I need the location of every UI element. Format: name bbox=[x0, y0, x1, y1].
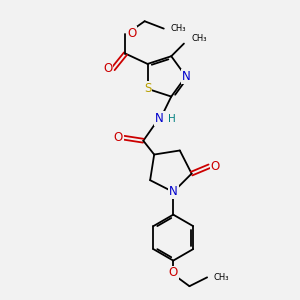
Text: N: N bbox=[182, 70, 190, 83]
Text: N: N bbox=[169, 185, 178, 199]
Text: O: O bbox=[127, 26, 136, 40]
Text: O: O bbox=[103, 62, 112, 75]
Text: O: O bbox=[169, 266, 178, 279]
Text: N: N bbox=[155, 112, 164, 125]
Text: CH₃: CH₃ bbox=[191, 34, 206, 43]
Text: O: O bbox=[114, 131, 123, 144]
Text: CH₃: CH₃ bbox=[214, 273, 229, 282]
Text: CH₃: CH₃ bbox=[170, 24, 186, 33]
Text: S: S bbox=[144, 82, 151, 95]
Text: H: H bbox=[168, 114, 176, 124]
Text: O: O bbox=[211, 160, 220, 173]
